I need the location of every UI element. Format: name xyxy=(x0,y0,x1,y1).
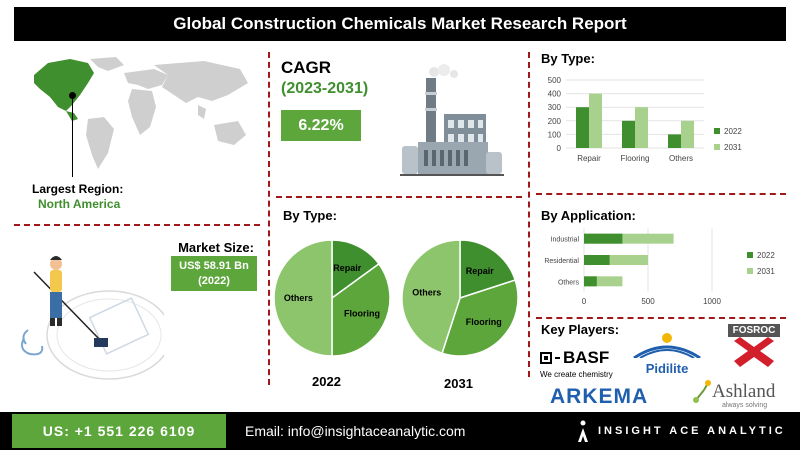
ashland-molecule-icon xyxy=(693,380,711,403)
insight-ace-logo-icon xyxy=(578,420,588,442)
pie-slice-label: Flooring xyxy=(466,317,502,327)
cagr-label: CAGR xyxy=(281,58,332,77)
application-xtick-label: 0 xyxy=(582,297,587,306)
type-bar-2031 xyxy=(681,120,694,148)
fosroc-mark-icon xyxy=(734,337,774,367)
pidilite-logo: Pidilite xyxy=(630,332,704,376)
application-legend-swatch xyxy=(747,268,753,274)
basf-square-icon xyxy=(540,352,552,364)
ashland-logo: Ashland always solving xyxy=(692,380,782,409)
type-ytick-label: 200 xyxy=(548,117,562,126)
type-legend-swatch xyxy=(714,128,720,134)
divider-left-h xyxy=(14,224,260,226)
pie-slice-label: Others xyxy=(412,288,441,298)
footer-email: Email: info@insightaceanalytic.com xyxy=(245,423,466,439)
factory-icon xyxy=(400,64,504,176)
type-ytick-label: 500 xyxy=(548,76,562,85)
pie-slice-others xyxy=(401,239,461,355)
application-category-label: Others xyxy=(558,279,580,286)
market-size-value: US$ 58.91 Bn xyxy=(179,260,249,272)
pie-slice-repair xyxy=(331,239,380,300)
pie-slice-label: Repair xyxy=(333,263,362,273)
type-category-label: Others xyxy=(669,154,693,163)
type-bar-2031 xyxy=(589,93,602,148)
pidilite-arc-icon xyxy=(633,333,701,360)
divider-right-h2 xyxy=(536,317,786,319)
pie-slice-flooring xyxy=(331,262,391,357)
type-bar-2022 xyxy=(668,134,681,148)
application-legend-label: 2031 xyxy=(757,267,775,276)
largest-region-label: Largest Region: xyxy=(32,182,124,196)
type-bar-2022 xyxy=(576,107,589,148)
application-xtick-label: 1000 xyxy=(703,297,721,306)
footer-phone: US: +1 551 226 6109 xyxy=(12,414,226,448)
ashland-tagline: always solving xyxy=(722,402,768,409)
application-legend-label: 2022 xyxy=(757,251,775,260)
type-category-label: Repair xyxy=(577,154,601,163)
application-bar-2031 xyxy=(584,255,648,265)
pidilite-name: Pidilite xyxy=(645,361,689,376)
divider-right xyxy=(528,52,530,377)
type-legend-label: 2031 xyxy=(724,143,742,152)
type-ytick-label: 0 xyxy=(557,144,562,153)
market-size-year: (2022) xyxy=(198,275,230,287)
pie-year-2031: 2031 xyxy=(444,376,473,391)
application-xtick-label: 500 xyxy=(641,297,655,306)
market-size-box: US$ 58.91 Bn (2022) xyxy=(171,256,257,291)
application-legend-swatch xyxy=(747,252,753,258)
type-ytick-label: 300 xyxy=(548,103,562,112)
worker-illustration-icon xyxy=(21,256,164,380)
type-bar-chart: 0 100 200 300 400 500 Repair Flooring Others 2022… xyxy=(548,76,743,163)
divider-left xyxy=(268,52,270,385)
region-pointer-dot xyxy=(69,92,76,99)
report-title: Global Construction Chemicals Market Res… xyxy=(14,7,786,41)
region-pointer-line xyxy=(72,95,73,177)
type-legend-label: 2022 xyxy=(724,127,742,136)
basf-tagline: We create chemistry xyxy=(540,370,613,379)
application-bar-2022 xyxy=(584,255,610,265)
market-size-label: Market Size: xyxy=(178,240,254,255)
application-bar-chart: 0 500 1000 Industrial Residential Others 2022 2… xyxy=(544,228,775,306)
divider-mid-h xyxy=(276,196,522,198)
basf-logo: BASF We create chemistry xyxy=(540,348,626,379)
application-bar-2031 xyxy=(584,233,674,244)
application-bar-2031 xyxy=(584,276,623,287)
application-bar-2022 xyxy=(584,276,597,287)
type-category-label: Flooring xyxy=(621,154,650,163)
pie-year-2022: 2022 xyxy=(312,374,341,389)
divider-right-h xyxy=(536,193,786,195)
application-bar-heading: By Application: xyxy=(541,208,636,223)
pie-chart-2031: Repair Flooring Others xyxy=(401,239,519,357)
fosroc-name: FOSROC xyxy=(728,324,780,337)
largest-region-value: North America xyxy=(38,197,121,211)
type-bar-2022 xyxy=(622,120,635,148)
footer-brand-name: INSIGHT ACE ANALYTIC xyxy=(598,425,786,437)
type-bar-heading: By Type: xyxy=(541,51,595,66)
type-bar-2031 xyxy=(635,107,648,148)
pie-section-heading: By Type: xyxy=(283,208,337,223)
pie-slice-flooring xyxy=(441,279,519,357)
arkema-name: ARKEMA xyxy=(550,385,649,408)
basf-name: BASF xyxy=(563,348,610,367)
pie-slice-label: Flooring xyxy=(344,308,380,318)
application-category-label: Industrial xyxy=(551,237,580,244)
fosroc-logo: FOSROC xyxy=(728,324,780,378)
cagr-period: (2023-2031) xyxy=(281,80,369,97)
type-ytick-label: 100 xyxy=(548,130,562,139)
footer-brand: INSIGHT ACE ANALYTIC xyxy=(576,414,786,448)
type-ytick-label: 400 xyxy=(548,90,562,99)
key-players-heading: Key Players: xyxy=(541,322,620,337)
type-legend-swatch xyxy=(714,144,720,150)
pie-slice-repair xyxy=(459,239,517,300)
application-category-label: Residential xyxy=(544,258,579,265)
ashland-name: Ashland xyxy=(712,381,776,402)
world-map-icon xyxy=(34,57,248,169)
cagr-value-box: 6.22% xyxy=(281,110,361,141)
pie-slice-others xyxy=(273,239,333,357)
application-bar-2022 xyxy=(584,233,623,244)
pie-chart-2022: Repair Flooring Others xyxy=(273,239,391,357)
pie-slice-label: Repair xyxy=(466,266,495,276)
pie-slice-label: Others xyxy=(284,293,313,303)
